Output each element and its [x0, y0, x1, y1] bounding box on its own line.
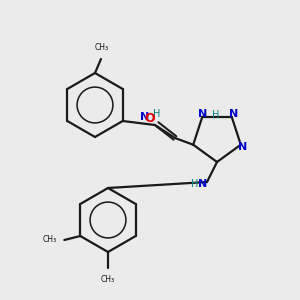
Text: H: H	[212, 110, 219, 120]
Text: N: N	[198, 179, 208, 189]
Text: H: H	[153, 109, 161, 119]
Text: O: O	[145, 112, 155, 125]
Text: H: H	[191, 179, 199, 189]
Text: N: N	[140, 112, 150, 122]
Text: N: N	[198, 109, 207, 119]
Text: N: N	[238, 142, 248, 152]
Text: N: N	[229, 109, 238, 119]
Text: CH₃: CH₃	[95, 43, 109, 52]
Text: CH₃: CH₃	[101, 275, 115, 284]
Text: CH₃: CH₃	[42, 236, 56, 244]
